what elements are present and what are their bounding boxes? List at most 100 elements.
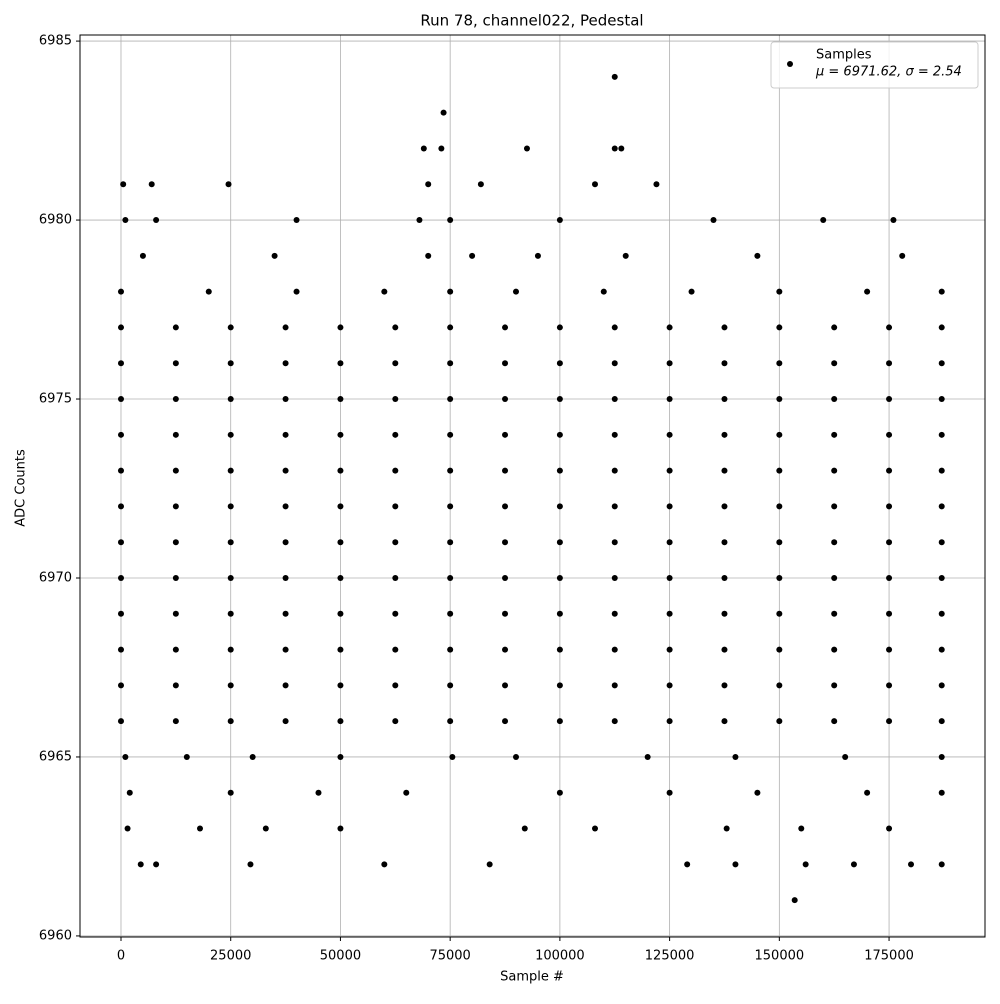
y-tick-label: 6970	[39, 570, 72, 585]
point	[776, 718, 783, 725]
plot-frame	[79, 34, 986, 938]
point	[721, 360, 728, 367]
point	[938, 861, 945, 868]
point	[183, 753, 190, 760]
point	[591, 181, 598, 188]
point	[831, 539, 838, 546]
point	[117, 718, 124, 725]
point	[831, 574, 838, 581]
point	[556, 431, 563, 438]
x-axis-label: Sample #	[500, 970, 564, 985]
point	[337, 431, 344, 438]
point	[886, 718, 893, 725]
point	[392, 431, 399, 438]
point	[512, 288, 519, 295]
point	[666, 396, 673, 403]
point	[820, 217, 827, 224]
point	[282, 503, 289, 510]
point	[666, 789, 673, 796]
point	[447, 396, 454, 403]
point	[556, 467, 563, 474]
point	[227, 467, 234, 474]
point	[754, 789, 761, 796]
point	[227, 574, 234, 581]
point	[337, 574, 344, 581]
point	[337, 396, 344, 403]
point	[282, 396, 289, 403]
point	[117, 324, 124, 331]
point	[227, 503, 234, 510]
point	[153, 217, 160, 224]
point	[864, 789, 871, 796]
point	[447, 503, 454, 510]
point	[666, 646, 673, 653]
point	[502, 646, 509, 653]
point	[776, 574, 783, 581]
point	[611, 360, 618, 367]
point	[196, 825, 203, 832]
point	[438, 145, 445, 152]
point	[282, 431, 289, 438]
x-tick-label: 125000	[645, 949, 695, 964]
point	[337, 503, 344, 510]
point	[556, 574, 563, 581]
point	[225, 181, 232, 188]
y-axis-label: ADC Counts	[14, 449, 29, 527]
point	[122, 217, 129, 224]
point	[502, 503, 509, 510]
point	[611, 574, 618, 581]
point	[502, 718, 509, 725]
point	[172, 539, 179, 546]
point	[666, 431, 673, 438]
point	[776, 431, 783, 438]
point	[831, 610, 838, 617]
point	[776, 682, 783, 689]
legend-label: Samples	[816, 48, 872, 63]
point	[172, 646, 179, 653]
point	[120, 181, 127, 188]
y-tick-label: 6960	[39, 928, 72, 943]
point	[831, 396, 838, 403]
point	[831, 431, 838, 438]
point	[502, 360, 509, 367]
point	[337, 646, 344, 653]
x-tick-label: 25000	[210, 949, 251, 964]
point	[447, 431, 454, 438]
point	[611, 145, 618, 152]
point	[732, 753, 739, 760]
point	[502, 396, 509, 403]
point	[172, 682, 179, 689]
point	[512, 753, 519, 760]
y-tick-label: 6975	[39, 392, 72, 407]
point	[886, 324, 893, 331]
point	[611, 503, 618, 510]
point	[611, 682, 618, 689]
point	[282, 467, 289, 474]
point	[392, 610, 399, 617]
x-tick-label: 150000	[755, 949, 805, 964]
point	[392, 503, 399, 510]
point	[469, 252, 476, 259]
point	[890, 217, 897, 224]
legend-box	[770, 41, 979, 89]
point	[886, 574, 893, 581]
point	[337, 610, 344, 617]
point	[172, 574, 179, 581]
point	[447, 324, 454, 331]
point	[337, 718, 344, 725]
point	[938, 682, 945, 689]
point	[831, 682, 838, 689]
point	[337, 753, 344, 760]
point	[886, 396, 893, 403]
point	[666, 503, 673, 510]
point	[776, 610, 783, 617]
point	[611, 73, 618, 80]
point	[392, 467, 399, 474]
point	[282, 574, 289, 581]
point	[776, 503, 783, 510]
point	[117, 503, 124, 510]
point	[247, 861, 254, 868]
point	[721, 503, 728, 510]
point	[721, 574, 728, 581]
